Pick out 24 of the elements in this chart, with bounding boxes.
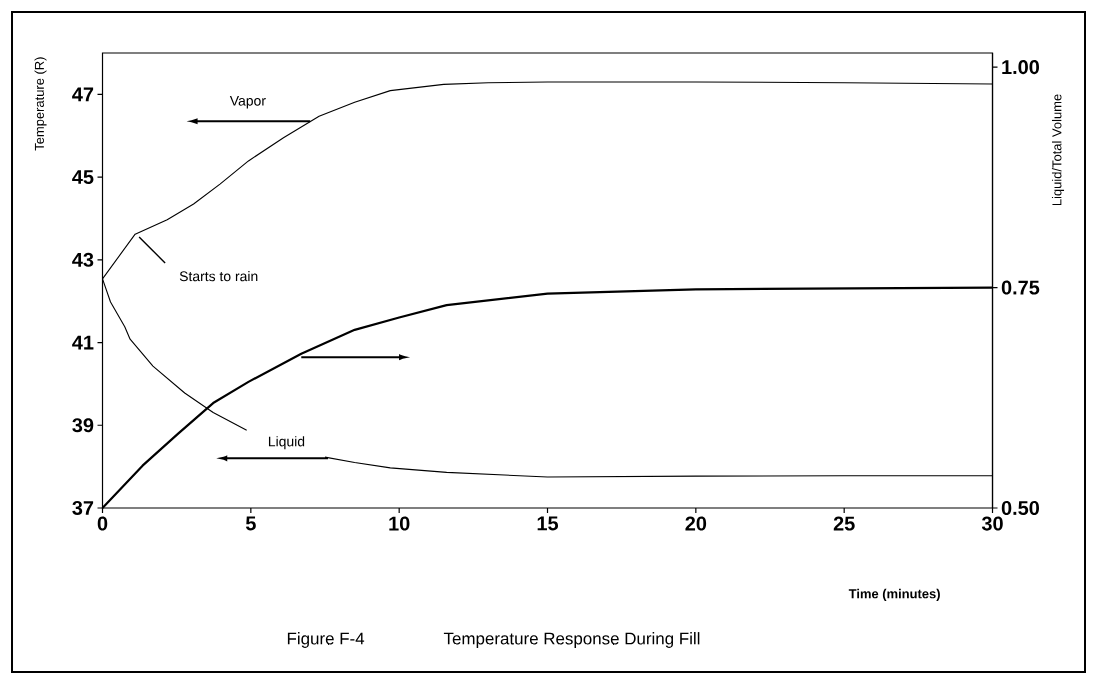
series-label: Liquid: [268, 436, 305, 450]
y-axis-title: Temperature (R): [34, 57, 47, 151]
y2-tick-label: 1.00: [1002, 60, 1039, 75]
y-tick-label: 37: [72, 500, 94, 516]
x-tick-label: 10: [389, 516, 410, 531]
x-tick-label: 30: [981, 516, 1003, 531]
y2-axis-title: Liquid/Total Volume: [1051, 94, 1065, 206]
y-tick-label: 45: [72, 170, 94, 185]
x-tick-label: 5: [245, 516, 256, 531]
text: Temperature Response During Fill: [443, 632, 700, 648]
x-tick-label: 0: [97, 516, 108, 531]
y-tick-label: 47: [72, 87, 94, 102]
text: Figure F-4: [287, 632, 365, 648]
x-tick-label: 15: [537, 516, 559, 531]
text: Vapor: [229, 95, 266, 109]
y-tick-label: 39: [72, 418, 94, 433]
x-tick-label: 25: [833, 516, 855, 531]
x-axis-title: Time (minutes): [848, 588, 940, 601]
y-tick-label: 41: [72, 335, 94, 350]
x-tick-label: 20: [685, 516, 707, 531]
y2-tick-label: 0.75: [1001, 280, 1040, 295]
y2-tick-label: 0.50: [1001, 500, 1039, 516]
annotation: Starts to rain: [179, 271, 258, 282]
y-tick-label: 43: [72, 252, 94, 267]
